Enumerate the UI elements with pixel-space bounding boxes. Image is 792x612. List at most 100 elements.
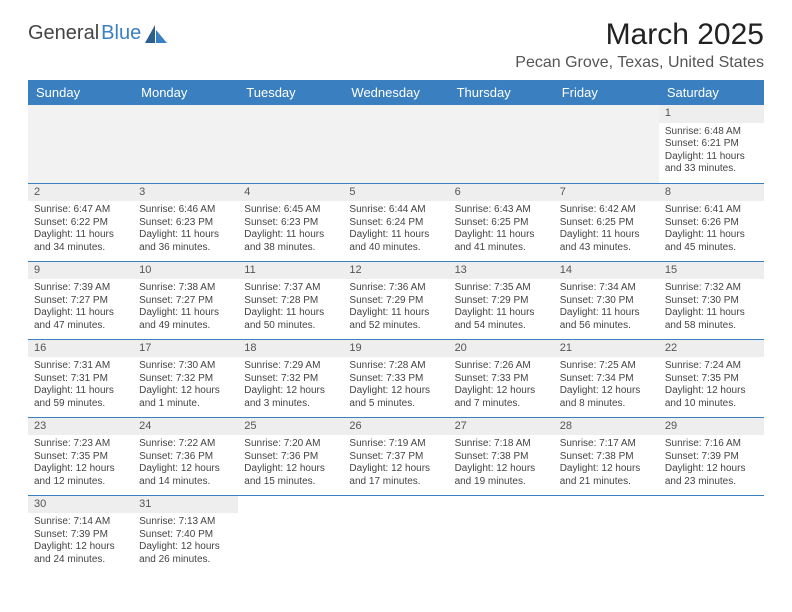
- sunrise-text: Sunrise: 7:34 AM: [560, 282, 653, 295]
- daylight-text: Daylight: 12 hours: [244, 463, 337, 476]
- calendar-day-cell: 3Sunrise: 6:46 AMSunset: 6:23 PMDaylight…: [133, 183, 238, 261]
- calendar-day-cell: 25Sunrise: 7:20 AMSunset: 7:36 PMDayligh…: [238, 417, 343, 495]
- calendar-week-row: 1Sunrise: 6:48 AMSunset: 6:21 PMDaylight…: [28, 105, 764, 183]
- daylight-text: Daylight: 12 hours: [139, 385, 232, 398]
- daylight-text: and 3 minutes.: [244, 398, 337, 411]
- daylight-text: and 41 minutes.: [455, 242, 548, 255]
- day-number: 3: [133, 184, 238, 202]
- day-number: 8: [659, 184, 764, 202]
- weekday-header: Sunday: [28, 80, 133, 105]
- sunrise-text: Sunrise: 7:35 AM: [455, 282, 548, 295]
- sunrise-text: Sunrise: 7:19 AM: [349, 438, 442, 451]
- sunrise-text: Sunrise: 7:29 AM: [244, 360, 337, 373]
- calendar-day-cell: [554, 105, 659, 183]
- sunset-text: Sunset: 6:23 PM: [139, 217, 232, 230]
- sunset-text: Sunset: 7:39 PM: [665, 451, 758, 464]
- calendar-day-cell: 21Sunrise: 7:25 AMSunset: 7:34 PMDayligh…: [554, 339, 659, 417]
- daylight-text: and 19 minutes.: [455, 476, 548, 489]
- calendar-day-cell: 24 Sunrise: 7:22 AMSunset: 7:36 PMDayligh…: [133, 417, 238, 495]
- calendar-day-cell: 13Sunrise: 7:35 AMSunset: 7:29 PMDayligh…: [449, 261, 554, 339]
- sunrise-text: Sunrise: 6:46 AM: [139, 204, 232, 217]
- day-number: 9: [28, 262, 133, 280]
- sunset-text: Sunset: 7:30 PM: [560, 295, 653, 308]
- day-number: 11: [238, 262, 343, 280]
- daylight-text: and 52 minutes.: [349, 320, 442, 333]
- sunrise-text: Sunrise: 7:32 AM: [665, 282, 758, 295]
- sunrise-text: Sunrise: 7:24 AM: [665, 360, 758, 373]
- calendar-week-row: 2Sunrise: 6:47 AMSunset: 6:22 PMDaylight…: [28, 183, 764, 261]
- sunrise-text: Sunrise: 6:45 AM: [244, 204, 337, 217]
- sunrise-text: Sunrise: 7:17 AM: [560, 438, 653, 451]
- daylight-text: and 14 minutes.: [139, 476, 232, 489]
- day-number: 26: [343, 418, 448, 436]
- logo-sail-icon: [145, 25, 167, 43]
- daylight-text: and 1 minute.: [139, 398, 232, 411]
- sunrise-text: Sunrise: 7:39 AM: [34, 282, 127, 295]
- day-number: 17: [133, 340, 238, 358]
- calendar-day-cell: 18Sunrise: 7:29 AMSunset: 7:32 PMDayligh…: [238, 339, 343, 417]
- daylight-text: and 54 minutes.: [455, 320, 548, 333]
- logo: GeneralBlue: [28, 22, 167, 45]
- sunset-text: Sunset: 7:34 PM: [560, 373, 653, 386]
- daylight-text: and 5 minutes.: [349, 398, 442, 411]
- calendar-day-cell: [238, 495, 343, 573]
- sunset-text: Sunset: 6:22 PM: [34, 217, 127, 230]
- calendar-day-cell: 7Sunrise: 6:42 AMSunset: 6:25 PMDaylight…: [554, 183, 659, 261]
- weekday-header: Friday: [554, 80, 659, 105]
- calendar-day-cell: 15Sunrise: 7:32 AMSunset: 7:30 PMDayligh…: [659, 261, 764, 339]
- daylight-text: Daylight: 11 hours: [244, 229, 337, 242]
- daylight-text: and 50 minutes.: [244, 320, 337, 333]
- weekday-header: Wednesday: [343, 80, 448, 105]
- daylight-text: Daylight: 11 hours: [244, 307, 337, 320]
- sunrise-text: Sunrise: 7:26 AM: [455, 360, 548, 373]
- sunrise-text: Sunrise: 7:16 AM: [665, 438, 758, 451]
- day-number: 1: [659, 105, 764, 123]
- sunset-text: Sunset: 6:23 PM: [244, 217, 337, 230]
- sunset-text: Sunset: 7:36 PM: [139, 451, 232, 464]
- day-number: 31: [133, 496, 238, 514]
- sunrise-text: Sunrise: 7:22 AM: [139, 438, 232, 451]
- sunset-text: Sunset: 7:38 PM: [455, 451, 548, 464]
- sunrise-text: Sunrise: 7:28 AM: [349, 360, 442, 373]
- day-number: 15: [659, 262, 764, 280]
- daylight-text: and 38 minutes.: [244, 242, 337, 255]
- daylight-text: and 43 minutes.: [560, 242, 653, 255]
- sunset-text: Sunset: 7:33 PM: [455, 373, 548, 386]
- calendar-day-cell: [659, 495, 764, 573]
- calendar-day-cell: [238, 105, 343, 183]
- day-number: 5: [343, 184, 448, 202]
- sunrise-text: Sunrise: 7:36 AM: [349, 282, 442, 295]
- sunrise-text: Sunrise: 7:13 AM: [139, 516, 232, 529]
- daylight-text: Daylight: 11 hours: [349, 307, 442, 320]
- calendar-table: SundayMondayTuesdayWednesdayThursdayFrid…: [28, 80, 764, 573]
- day-number: 2: [28, 184, 133, 202]
- calendar-week-row: 16Sunrise: 7:31 AMSunset: 7:31 PMDayligh…: [28, 339, 764, 417]
- daylight-text: and 23 minutes.: [665, 476, 758, 489]
- calendar-day-cell: [449, 495, 554, 573]
- daylight-text: Daylight: 12 hours: [665, 463, 758, 476]
- daylight-text: Daylight: 12 hours: [34, 541, 127, 554]
- daylight-text: Daylight: 12 hours: [139, 541, 232, 554]
- daylight-text: Daylight: 12 hours: [349, 463, 442, 476]
- sunset-text: Sunset: 7:31 PM: [34, 373, 127, 386]
- calendar-day-cell: 27Sunrise: 7:18 AMSunset: 7:38 PMDayligh…: [449, 417, 554, 495]
- sunset-text: Sunset: 7:33 PM: [349, 373, 442, 386]
- sunset-text: Sunset: 6:24 PM: [349, 217, 442, 230]
- day-number: 20: [449, 340, 554, 358]
- daylight-text: Daylight: 12 hours: [665, 385, 758, 398]
- daylight-text: Daylight: 12 hours: [139, 463, 232, 476]
- sunrise-text: Sunrise: 7:23 AM: [34, 438, 127, 451]
- daylight-text: and 12 minutes.: [34, 476, 127, 489]
- weekday-header: Monday: [133, 80, 238, 105]
- calendar-day-cell: 19Sunrise: 7:28 AMSunset: 7:33 PMDayligh…: [343, 339, 448, 417]
- daylight-text: and 59 minutes.: [34, 398, 127, 411]
- calendar-week-row: 9Sunrise: 7:39 AMSunset: 7:27 PMDaylight…: [28, 261, 764, 339]
- calendar-day-cell: 10Sunrise: 7:38 AMSunset: 7:27 PMDayligh…: [133, 261, 238, 339]
- calendar-day-cell: 28Sunrise: 7:17 AMSunset: 7:38 PMDayligh…: [554, 417, 659, 495]
- weekday-header: Thursday: [449, 80, 554, 105]
- sunset-text: Sunset: 6:25 PM: [560, 217, 653, 230]
- calendar-day-cell: 2Sunrise: 6:47 AMSunset: 6:22 PMDaylight…: [28, 183, 133, 261]
- sunset-text: Sunset: 7:30 PM: [665, 295, 758, 308]
- calendar-week-row: 23Sunrise: 7:23 AMSunset: 7:35 PMDayligh…: [28, 417, 764, 495]
- day-number: 24: [133, 418, 238, 436]
